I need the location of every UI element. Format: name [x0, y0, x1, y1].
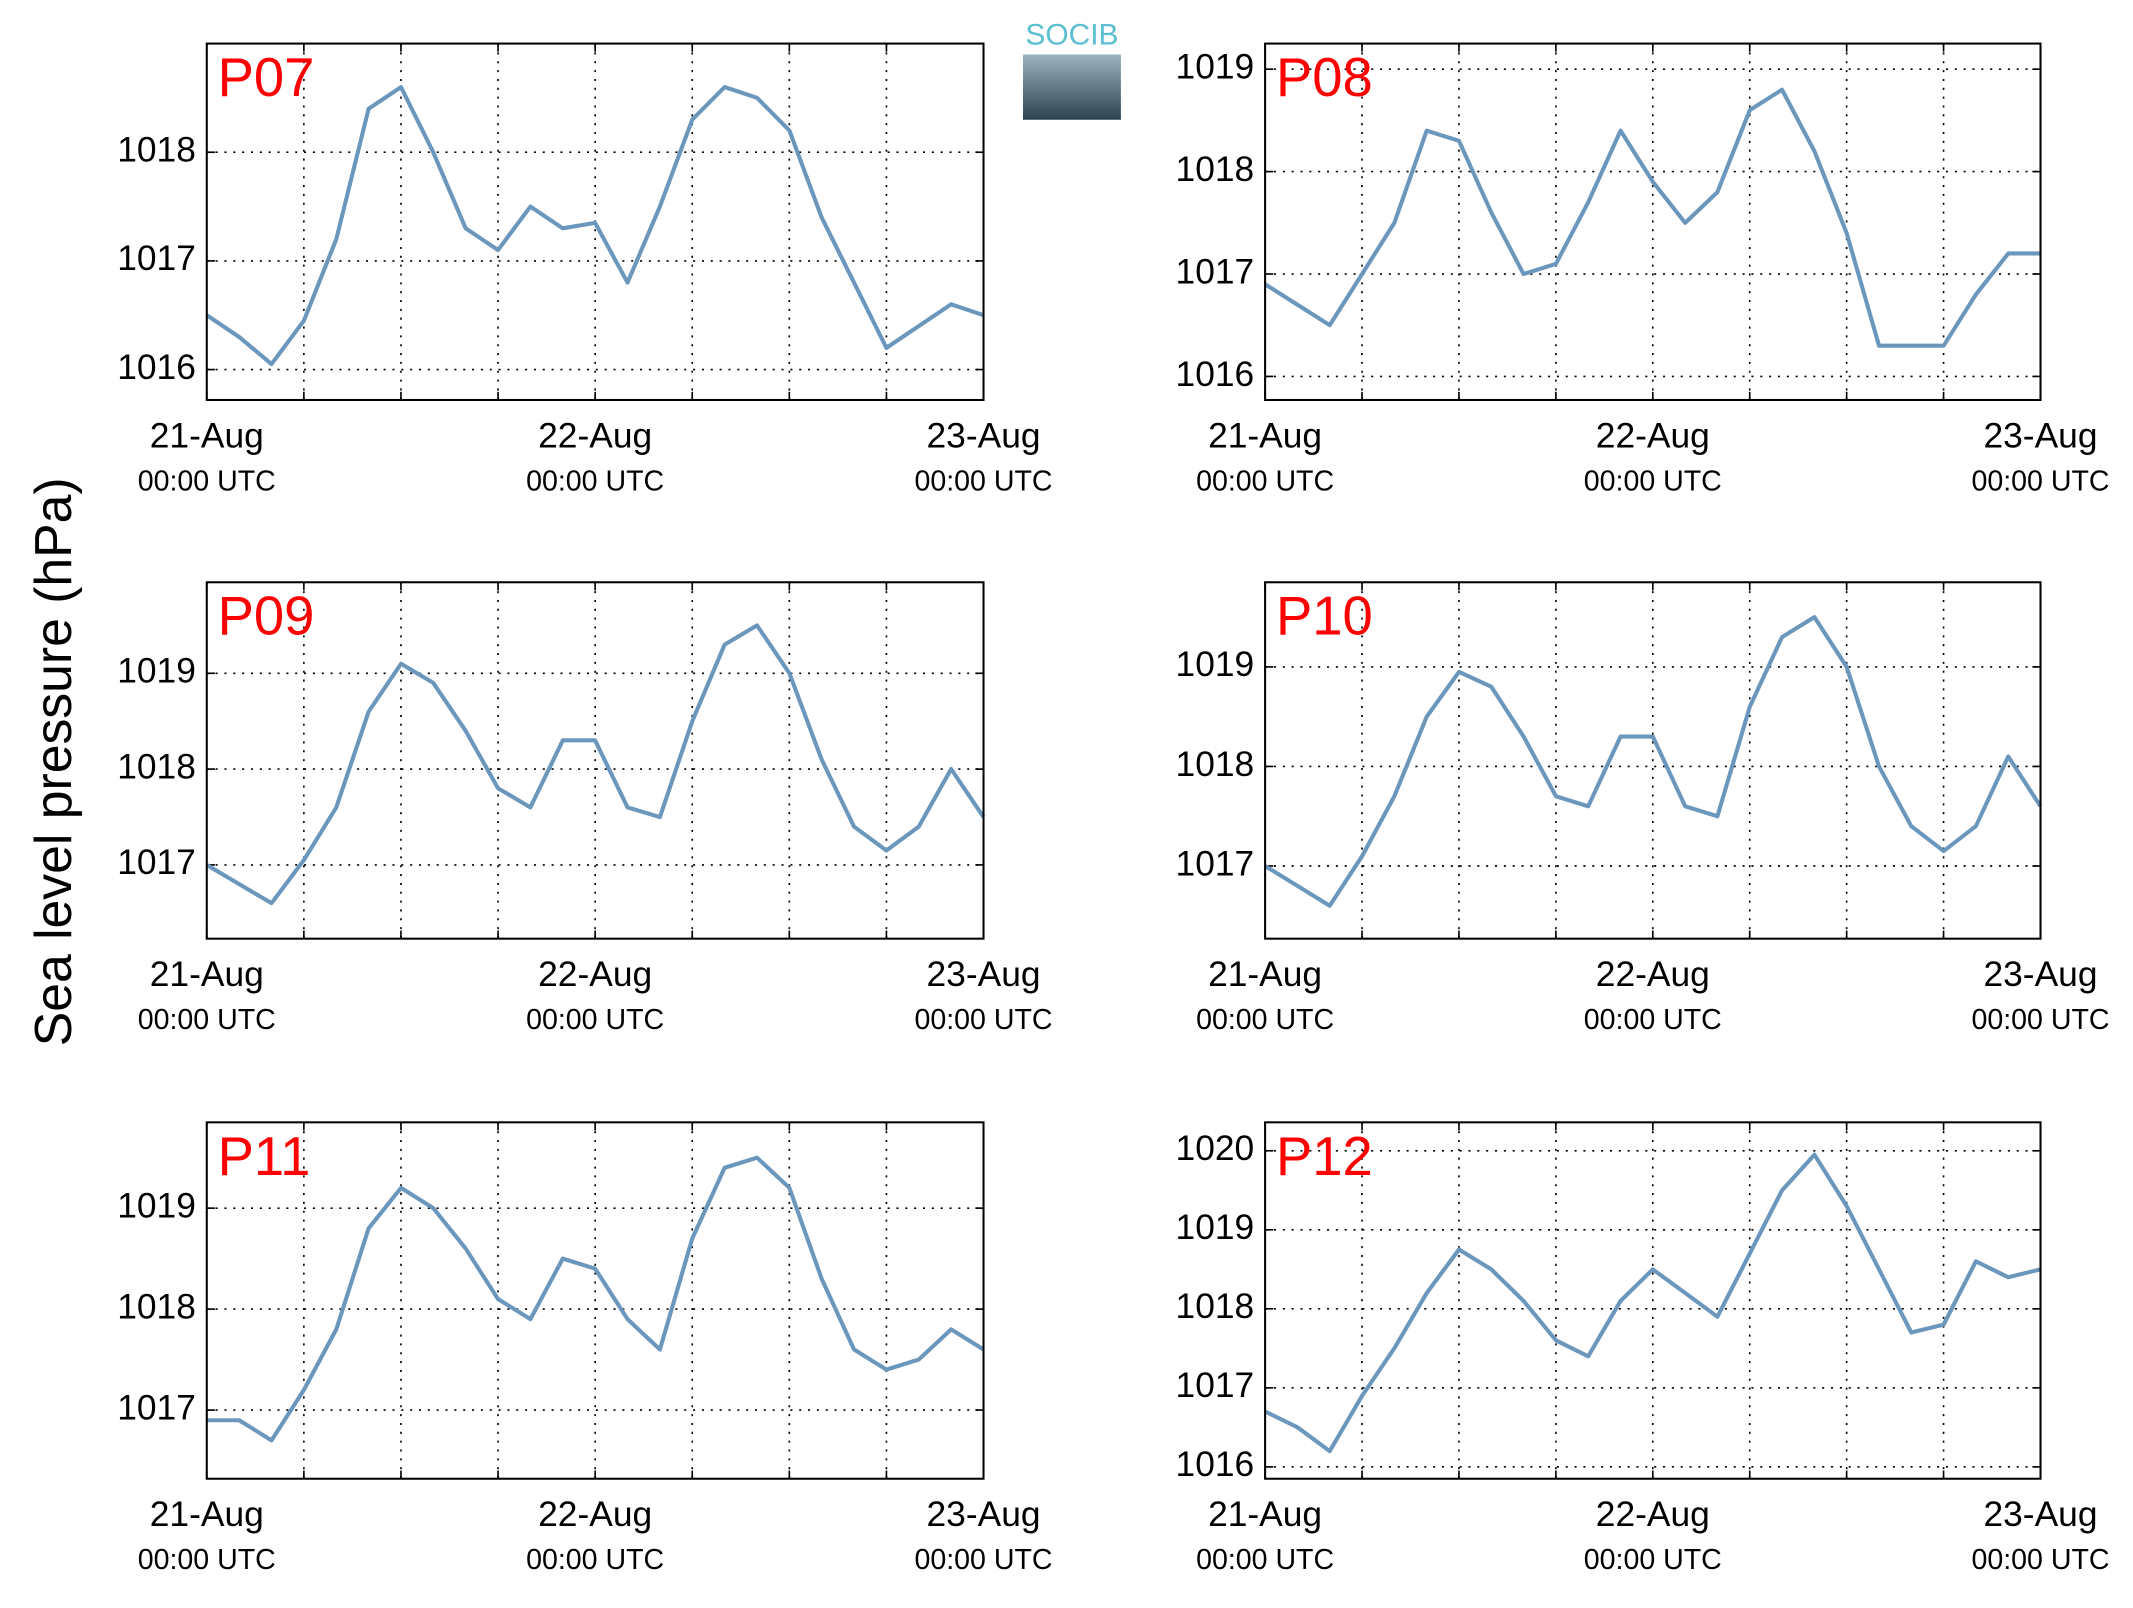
x-tick-sublabel: 00:00 UTC	[1584, 1544, 1722, 1576]
x-tick-sublabel: 00:00 UTC	[1971, 466, 2109, 498]
x-tick-sublabel: 00:00 UTC	[138, 1004, 276, 1036]
y-tick-label: 1018	[1176, 1287, 1255, 1326]
subplot: 1017 1018 1019 21-Aug 00:00 UTC 22-Aug 00:00 U…	[117, 1121, 1053, 1576]
x-tick-sublabel: 00:00 UTC	[526, 1004, 664, 1036]
x-tick-sublabel: 00:00 UTC	[1196, 466, 1334, 498]
x-tick-label: 22-Aug	[538, 1495, 652, 1534]
x-tick-label: 21-Aug	[1208, 416, 1322, 455]
x-tick-sublabel: 00:00 UTC	[1196, 1544, 1334, 1576]
x-tick-label: 23-Aug	[1983, 416, 2097, 455]
x-tick-label: 22-Aug	[538, 416, 652, 455]
x-tick-label: 21-Aug	[150, 416, 264, 455]
y-tick-label: 1020	[1176, 1129, 1255, 1168]
subplot-title: P08	[1276, 47, 1373, 108]
data-line	[206, 1155, 985, 1443]
y-tick-label: 1018	[117, 1287, 196, 1326]
plot-frame	[205, 581, 985, 940]
y-tick-label: 1016	[1176, 355, 1255, 394]
x-tick-label: 22-Aug	[1596, 416, 1710, 455]
x-tick-sublabel: 00:00 UTC	[914, 1544, 1052, 1576]
x-tick-label: 21-Aug	[1208, 955, 1322, 994]
data-line	[205, 623, 986, 906]
subplot: 1017 1018 1019 21-Aug 00:00 UTC 22-Aug 00:00 U…	[1176, 581, 2110, 1036]
y-tick-label: 1018	[117, 131, 196, 170]
y-tick-label: 1019	[1176, 645, 1255, 684]
subplot: 1016 1017 1018 1019 1020 21-Aug 00:00 UTC 22-Au…	[1176, 1121, 2110, 1576]
y-tick-label: 1016	[1176, 1445, 1255, 1484]
x-tick-sublabel: 00:00 UTC	[526, 1544, 664, 1576]
subplot-title: P11	[218, 1126, 311, 1187]
plot-frame	[1264, 42, 2042, 402]
plot-frame	[205, 42, 985, 402]
x-tick-sublabel: 00:00 UTC	[1971, 1004, 2109, 1036]
plot-frame	[205, 1121, 985, 1480]
subplot: 1016 1017 1018 1019 21-Aug 00:00 UTC 22-Aug 00:…	[1176, 42, 2110, 498]
x-tick-sublabel: 00:00 UTC	[914, 1004, 1052, 1036]
subplot: 1017 1018 1019 21-Aug 00:00 UTC 22-Aug 00:00 U…	[117, 581, 1053, 1036]
y-tick-label: 1016	[117, 348, 196, 387]
x-tick-label: 22-Aug	[538, 955, 652, 994]
y-tick-label: 1017	[117, 1388, 196, 1427]
y-tick-label: 1017	[1176, 1366, 1255, 1405]
x-tick-sublabel: 00:00 UTC	[138, 466, 276, 498]
plot-frame	[1264, 581, 2042, 940]
subplot-title: P12	[1276, 1126, 1373, 1187]
logo-box	[1022, 54, 1121, 120]
x-tick-sublabel: 00:00 UTC	[1584, 466, 1722, 498]
plot-frame	[1264, 1121, 2042, 1480]
data-line	[1264, 615, 2043, 908]
y-tick-label: 1017	[117, 843, 196, 882]
subplot: 1016 1017 1018 21-Aug 00:00 UTC 22-Aug 00:00 U…	[117, 42, 1053, 498]
y-tick-label: 1019	[1176, 1208, 1255, 1247]
x-tick-label: 21-Aug	[1208, 1495, 1322, 1534]
y-tick-label: 1017	[1176, 252, 1255, 291]
data-line	[1264, 87, 2041, 348]
x-tick-sublabel: 00:00 UTC	[1584, 1004, 1722, 1036]
x-tick-label: 23-Aug	[1983, 1495, 2097, 1534]
y-tick-label: 1018	[117, 747, 196, 786]
x-tick-label: 23-Aug	[927, 955, 1041, 994]
y-axis-label: Sea level pressure (hPa)	[24, 477, 82, 1046]
y-tick-label: 1019	[1176, 48, 1255, 87]
x-tick-label: 21-Aug	[150, 1495, 264, 1534]
data-line	[1264, 1152, 2041, 1454]
x-tick-label: 21-Aug	[150, 955, 264, 994]
x-tick-label: 22-Aug	[1596, 955, 1710, 994]
x-tick-label: 22-Aug	[1596, 1495, 1710, 1534]
x-tick-label: 23-Aug	[927, 1495, 1041, 1534]
x-tick-label: 23-Aug	[927, 416, 1041, 455]
y-tick-label: 1018	[1176, 150, 1255, 189]
subplot-title: P10	[1276, 586, 1373, 647]
x-tick-sublabel: 00:00 UTC	[1971, 1544, 2109, 1576]
y-tick-label: 1018	[1176, 745, 1255, 784]
data-line	[205, 85, 985, 367]
x-tick-sublabel: 00:00 UTC	[914, 466, 1052, 498]
subplot-title: P09	[218, 586, 315, 647]
y-tick-label: 1017	[117, 239, 196, 278]
x-tick-sublabel: 00:00 UTC	[1196, 1004, 1334, 1036]
x-tick-sublabel: 00:00 UTC	[526, 466, 664, 498]
x-tick-sublabel: 00:00 UTC	[138, 1544, 276, 1576]
subplot-title: P07	[218, 47, 315, 108]
y-tick-label: 1019	[117, 1186, 196, 1225]
y-tick-label: 1017	[1176, 844, 1255, 883]
x-tick-label: 23-Aug	[1983, 955, 2097, 994]
logo: SOCIB	[1025, 19, 1118, 52]
y-tick-label: 1019	[117, 652, 196, 691]
